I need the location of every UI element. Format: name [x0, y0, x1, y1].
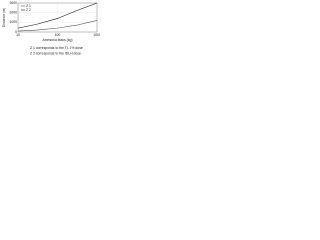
chart: Distance (m) Ammonia leaks (kg) Z 1 corr… — [2, 1, 100, 56]
note: Z 1 corresponds to the TL 1% dose — [30, 46, 83, 50]
x-axis-label: Ammonia leaks (kg) — [43, 38, 73, 42]
legend-label: Z 1 — [26, 4, 31, 8]
legend-label: Z 2 — [26, 8, 31, 12]
x-tick-label: 100 — [55, 33, 61, 37]
series-line — [17, 2, 98, 29]
series-line — [17, 20, 98, 32]
y-axis-label: Distance (m) — [2, 8, 6, 27]
y-tick-label: 1000 — [9, 20, 17, 24]
x-tick-label: 1000 — [93, 33, 100, 37]
y-tick-label: 2000 — [9, 11, 17, 15]
page: {"chart_data": {"type": "line", "xlabel"… — [0, 0, 100, 59]
x-tick-label: 10 — [16, 33, 20, 37]
y-tick-label: 0 — [15, 30, 17, 34]
note: Z 2 corresponds to the IDLH dose — [30, 51, 81, 55]
y-tick-label: 3000 — [9, 1, 17, 5]
